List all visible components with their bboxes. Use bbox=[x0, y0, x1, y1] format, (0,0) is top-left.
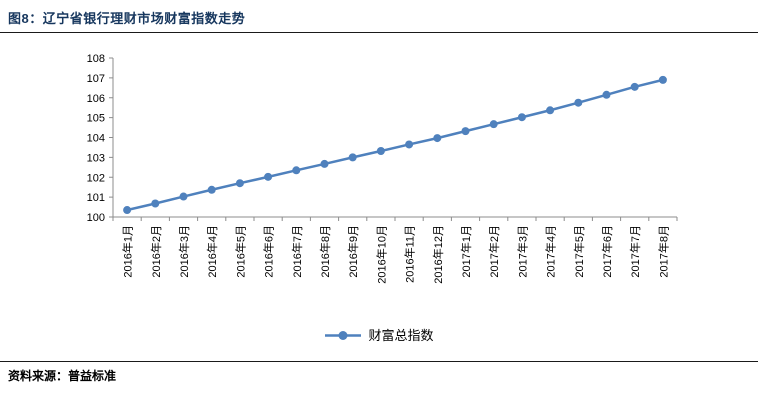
data-point bbox=[207, 185, 216, 194]
data-point bbox=[320, 159, 329, 168]
legend-label: 财富总指数 bbox=[368, 327, 434, 343]
data-point bbox=[405, 140, 414, 149]
x-tick-label: 2016年7月 bbox=[290, 225, 304, 278]
series-line bbox=[125, 78, 665, 212]
data-point bbox=[489, 120, 498, 129]
x-tick-label: 2016年2月 bbox=[149, 225, 163, 278]
data-point bbox=[151, 199, 160, 208]
legend-line-marker-icon bbox=[325, 330, 362, 340]
footer-divider bbox=[0, 361, 758, 362]
x-tick-label: 2017年3月 bbox=[515, 225, 529, 278]
y-tick-label: 107 bbox=[87, 73, 105, 85]
data-point bbox=[264, 172, 273, 181]
x-tick-label: 2016年9月 bbox=[346, 225, 360, 278]
data-point bbox=[235, 179, 244, 188]
data-point bbox=[574, 98, 583, 107]
data-point bbox=[630, 82, 639, 91]
y-tick-label: 108 bbox=[87, 53, 105, 65]
x-tick-label: 2017年5月 bbox=[572, 225, 586, 278]
data-point bbox=[546, 106, 555, 115]
data-point bbox=[602, 90, 611, 99]
x-tick-label: 2016年10月 bbox=[374, 225, 388, 284]
y-tick-label: 100 bbox=[87, 212, 105, 224]
x-tick-label: 2016年6月 bbox=[262, 225, 276, 278]
y-tick-label: 104 bbox=[87, 133, 105, 145]
x-tick-label: 2016年3月 bbox=[177, 225, 191, 278]
y-tick-label: 101 bbox=[87, 192, 105, 204]
y-tick-label: 105 bbox=[87, 113, 105, 125]
x-tick-label: 2016年1月 bbox=[121, 225, 135, 278]
y-tick-label: 106 bbox=[87, 93, 105, 105]
chart-svg: 100 101 102 103 104 105 106 107 108 2016年1月 2016年2… bbox=[87, 53, 678, 284]
data-point bbox=[433, 134, 442, 143]
x-tick-label: 2017年1月 bbox=[459, 225, 473, 278]
y-tick-label: 103 bbox=[87, 152, 105, 164]
x-tick-label: 2016年11月 bbox=[403, 225, 417, 283]
data-point bbox=[123, 206, 132, 215]
data-point bbox=[179, 192, 188, 201]
data-point bbox=[658, 75, 667, 84]
chart-legend: 财富总指数 bbox=[0, 326, 758, 344]
title-divider bbox=[0, 32, 758, 33]
x-tick-label: 2017年6月 bbox=[600, 225, 614, 278]
y-tick-label: 102 bbox=[87, 172, 105, 184]
x-tick-label: 2016年12月 bbox=[431, 225, 445, 284]
x-tick-label: 2017年2月 bbox=[487, 225, 501, 278]
x-tick-label: 2016年8月 bbox=[318, 225, 332, 278]
data-point bbox=[461, 127, 470, 136]
data-point bbox=[348, 153, 357, 162]
x-tick-label: 2017年7月 bbox=[628, 225, 642, 278]
figure-title: 图8：辽宁省银行理财市场财富指数走势 bbox=[8, 11, 246, 26]
x-tick-label: 2016年5月 bbox=[233, 225, 247, 278]
x-tick-label: 2017年8月 bbox=[656, 225, 670, 278]
data-point bbox=[376, 147, 385, 156]
data-point bbox=[517, 113, 526, 122]
x-tick-label: 2017年4月 bbox=[544, 225, 558, 278]
x-tick-label: 2016年4月 bbox=[205, 225, 219, 278]
data-point bbox=[292, 166, 301, 175]
source-note: 资料来源：普益标准 bbox=[8, 369, 117, 383]
